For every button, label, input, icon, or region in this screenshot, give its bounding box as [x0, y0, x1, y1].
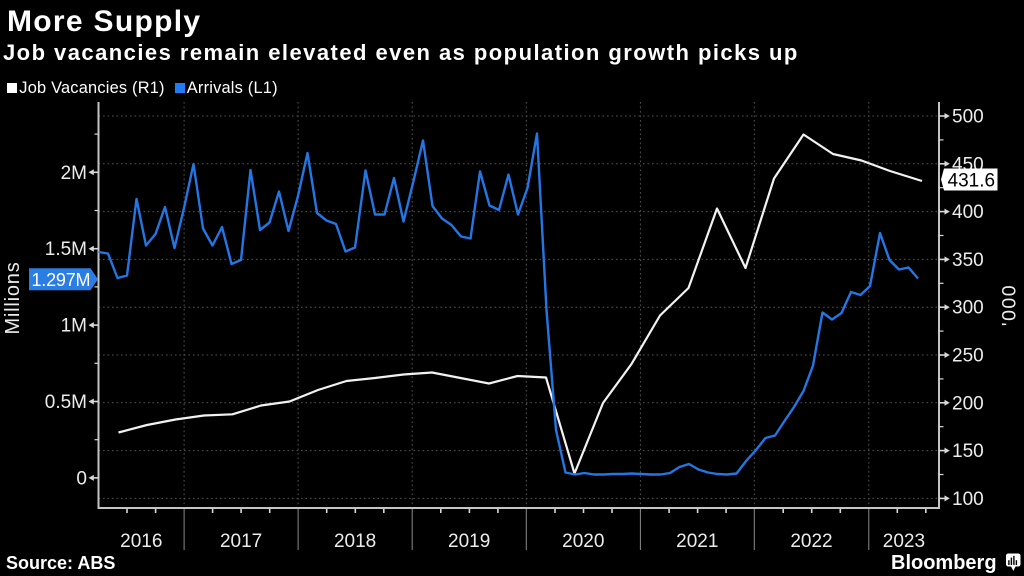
- svg-text:200: 200: [952, 393, 984, 414]
- svg-text:431.6: 431.6: [948, 171, 996, 192]
- svg-text:2017: 2017: [220, 531, 262, 552]
- svg-text:2021: 2021: [676, 531, 718, 552]
- svg-text:350: 350: [952, 250, 984, 271]
- svg-text:400: 400: [952, 202, 984, 223]
- svg-text:1M: 1M: [61, 316, 87, 337]
- svg-text:0.5M: 0.5M: [45, 392, 87, 413]
- svg-text:150: 150: [952, 441, 984, 462]
- svg-text:2022: 2022: [790, 531, 832, 552]
- svg-text:1.297M: 1.297M: [32, 270, 91, 290]
- svg-text:Millions: Millions: [2, 261, 24, 334]
- svg-text:'000: '000: [999, 284, 1021, 326]
- svg-text:250: 250: [952, 346, 984, 367]
- svg-text:2019: 2019: [448, 531, 490, 552]
- svg-text:2023: 2023: [883, 531, 925, 552]
- svg-text:1.5M: 1.5M: [45, 239, 87, 260]
- svg-text:2M: 2M: [61, 163, 87, 184]
- svg-text:0: 0: [76, 468, 87, 489]
- svg-text:500: 500: [952, 107, 984, 128]
- svg-text:100: 100: [952, 489, 984, 510]
- svg-text:2020: 2020: [562, 531, 604, 552]
- svg-text:2016: 2016: [120, 531, 162, 552]
- svg-text:2018: 2018: [334, 531, 376, 552]
- svg-text:300: 300: [952, 298, 984, 319]
